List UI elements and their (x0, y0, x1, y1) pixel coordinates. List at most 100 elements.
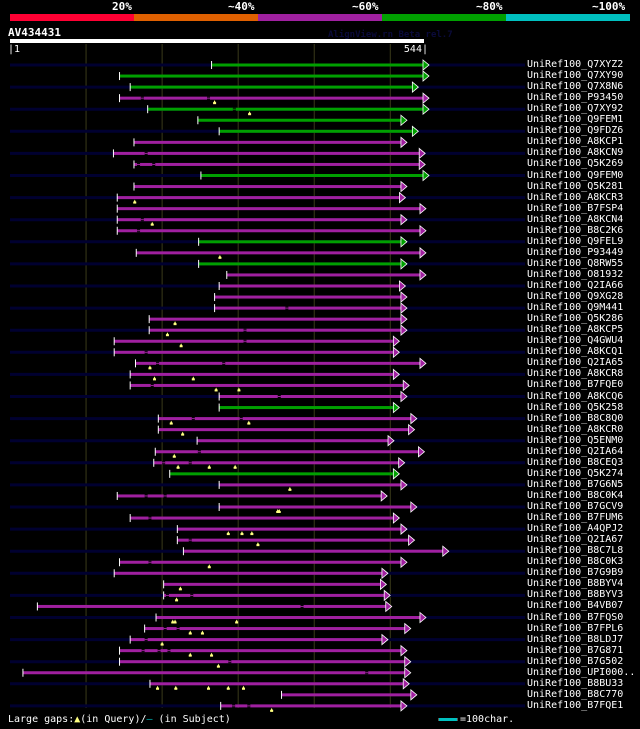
hit-label[interactable]: UniRef100_B7G871 (527, 644, 624, 656)
hit-label[interactable]: UniRef100_B8C2K6 (527, 224, 624, 236)
hit-label[interactable]: UniRef100_A8KCR0 (527, 423, 624, 435)
hit-label[interactable]: UniRef100_A8KCP5 (527, 324, 624, 336)
alignment-end-arrow (422, 92, 430, 105)
alignment-bar (197, 118, 401, 122)
hit-label[interactable]: UniRef100_B7FQE0 (527, 379, 624, 391)
hit-label[interactable]: UniRef100_A4QPJ2 (527, 523, 624, 535)
query-gap-marker-base (218, 256, 222, 259)
scale-end-value: 544 (403, 44, 422, 55)
query-gap-marker-base (270, 709, 274, 712)
alignment-bar (169, 472, 394, 476)
hit-label[interactable]: UniRef100_Q4GWU4 (527, 335, 624, 347)
hit-label[interactable]: UniRef100_Q5K269 (527, 158, 624, 170)
alignment-bar (136, 251, 420, 255)
hit-label[interactable]: UniRef100_A8KCN4 (527, 213, 624, 225)
hit-label[interactable]: UniRef100_B8BYV3 (527, 589, 624, 601)
hit-label[interactable]: UniRef100_Q7XYZ2 (527, 59, 624, 70)
hit-label[interactable]: UniRef100_B8CEQ3 (527, 456, 624, 468)
gap-legend: Large gaps:▲(in Query)/– (in Subject) (8, 714, 231, 725)
hit-label[interactable]: UniRef100_B7FQE1 (527, 699, 624, 711)
hit-label[interactable]: UniRef100_B8BYV4 (527, 578, 624, 590)
alignment-end-arrow (408, 423, 416, 436)
query-gap-marker-base (240, 533, 244, 536)
subject-gap-icon: – (146, 714, 153, 725)
hit-label[interactable]: UniRef100_P93449 (527, 246, 624, 258)
hit-label[interactable]: UniRef100_B8BU33 (527, 677, 624, 689)
scale-start-value: 1 (14, 44, 21, 55)
query-gap-marker-base (175, 599, 179, 602)
hit-label[interactable]: UniRef100_Q5K286 (527, 313, 624, 325)
query-gap-marker-base (247, 422, 251, 425)
hit-label[interactable]: UniRef100_O81932 (527, 268, 624, 280)
hit-label[interactable]: UniRef100_Q9FEM0 (527, 169, 624, 181)
alignment-end-arrow (442, 545, 450, 558)
hit-label[interactable]: UniRef100_Q7XY90 (527, 70, 624, 82)
hit-label[interactable]: UniRef100_Q2IA66 (527, 280, 624, 291)
hit-label[interactable]: UniRef100_A8KCP1 (527, 136, 624, 148)
hit-label[interactable]: UniRef100_A8KCR3 (527, 191, 624, 203)
alignment-bar (220, 704, 401, 708)
alignment-bar (219, 483, 401, 487)
hit-label[interactable]: UniRef100_Q2IA64 (527, 445, 624, 457)
hit-label[interactable]: UniRef100_B7GCV9 (527, 501, 624, 512)
alignment-end-arrow (400, 136, 408, 149)
hit-label[interactable]: UniRef100_B7G6N5 (527, 478, 624, 490)
query-gap-marker-base (237, 389, 241, 392)
alignment-end-arrow (419, 357, 427, 370)
hit-label[interactable]: UniRef100_B8C0K3 (527, 556, 624, 568)
hit-label[interactable]: UniRef100_Q9M441 (527, 302, 624, 314)
hit-label[interactable]: UniRef100_A8KCQ1 (527, 346, 624, 358)
query-gap-marker-base (210, 654, 214, 657)
hit-label[interactable]: UniRef100_B7G9B9 (527, 567, 624, 579)
hit-label[interactable]: UniRef100_Q2IA65 (527, 357, 624, 369)
hit-label[interactable]: UniRef100_Q7X8N6 (527, 81, 624, 93)
query-gap-marker-base (200, 632, 204, 635)
hit-label[interactable]: UniRef100_Q2IA67 (527, 534, 624, 546)
hit-label[interactable]: UniRef100_B8LDJ7 (527, 633, 624, 645)
hit-label[interactable]: UniRef100_B8C7L8 (527, 545, 624, 557)
hit-label[interactable]: UniRef100_Q9FEL9 (527, 235, 624, 247)
hit-label[interactable]: UniRef100_UPI000.. (527, 666, 636, 678)
alignment-bar (219, 505, 411, 509)
hit-label[interactable]: UniRef100_A8KCQ6 (527, 390, 624, 402)
hit-label[interactable]: UniRef100_B7G502 (527, 655, 624, 667)
query-gap-marker-base (213, 102, 217, 105)
alignment-end-arrow (400, 644, 408, 657)
hit-label[interactable]: UniRef100_Q9XG28 (527, 291, 624, 303)
alignment-bar (130, 85, 413, 89)
hit-label[interactable]: UniRef100_B7FSP4 (527, 202, 624, 214)
hit-label[interactable]: UniRef100_B4VB07 (527, 600, 624, 612)
alignment-end-arrow (419, 611, 427, 624)
hit-label[interactable]: UniRef100_P93450 (527, 92, 624, 104)
hit-label[interactable]: UniRef100_Q9FEM1 (527, 114, 624, 126)
alignment-end-arrow (418, 147, 426, 160)
alignment-end-arrow (410, 412, 418, 425)
hit-label[interactable]: UniRef100_Q5K274 (527, 467, 624, 479)
hit-label[interactable]: UniRef100_A8KCR8 (527, 368, 624, 380)
query-gap-marker-base (160, 643, 164, 646)
hit-label[interactable]: UniRef100_B7FUM6 (527, 512, 624, 524)
hit-label[interactable]: UniRef100_B7FPL6 (527, 622, 624, 634)
hit-label[interactable]: UniRef100_B8C8Q0 (527, 412, 624, 424)
query-gap-marker-base (179, 345, 183, 348)
hit-label[interactable]: UniRef100_Q7XY92 (527, 103, 624, 115)
hit-label[interactable]: UniRef100_Q5K281 (527, 180, 624, 192)
identity-color-bar (10, 14, 630, 21)
alignment-end-arrow (381, 633, 389, 646)
alignment-bar (158, 428, 409, 432)
hit-label[interactable]: UniRef100_A8KCN9 (527, 147, 624, 159)
alignment-bar (119, 649, 401, 653)
hit-label[interactable]: UniRef100_B7FQS0 (527, 611, 624, 623)
alignment-bar (149, 317, 401, 321)
alignment-end-arrow (419, 269, 427, 281)
hit-label[interactable]: UniRef100_B8C0K4 (527, 489, 624, 501)
hit-label[interactable]: UniRef100_Q9FDZ6 (527, 125, 624, 137)
hit-label[interactable]: UniRef100_Q5ENM0 (527, 434, 624, 446)
query-gap-marker-base (171, 621, 175, 624)
hit-label[interactable]: UniRef100_Q5K258 (527, 401, 624, 413)
hit-label[interactable]: UniRef100_B8C770 (527, 688, 624, 700)
hit-label[interactable]: UniRef100_Q8RW55 (527, 257, 624, 269)
query-sequence-bar (10, 39, 424, 43)
query-gap-text: (in Query)/ (80, 714, 147, 725)
alignment-end-arrow (380, 490, 388, 502)
